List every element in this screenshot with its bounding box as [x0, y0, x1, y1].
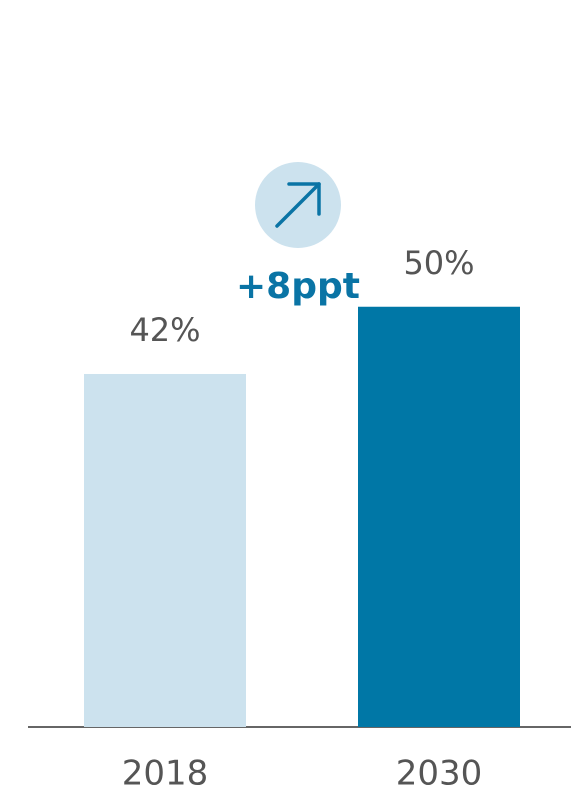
annotation: +8ppt: [236, 266, 360, 307]
x-tick-label: 2030: [396, 754, 483, 792]
value-label: 50%: [403, 244, 474, 282]
bar: [358, 306, 520, 727]
x-tick-label: 2018: [122, 754, 209, 792]
bar: [84, 373, 246, 727]
value-label: 42%: [129, 311, 200, 349]
arrow-icon: [275, 182, 321, 228]
